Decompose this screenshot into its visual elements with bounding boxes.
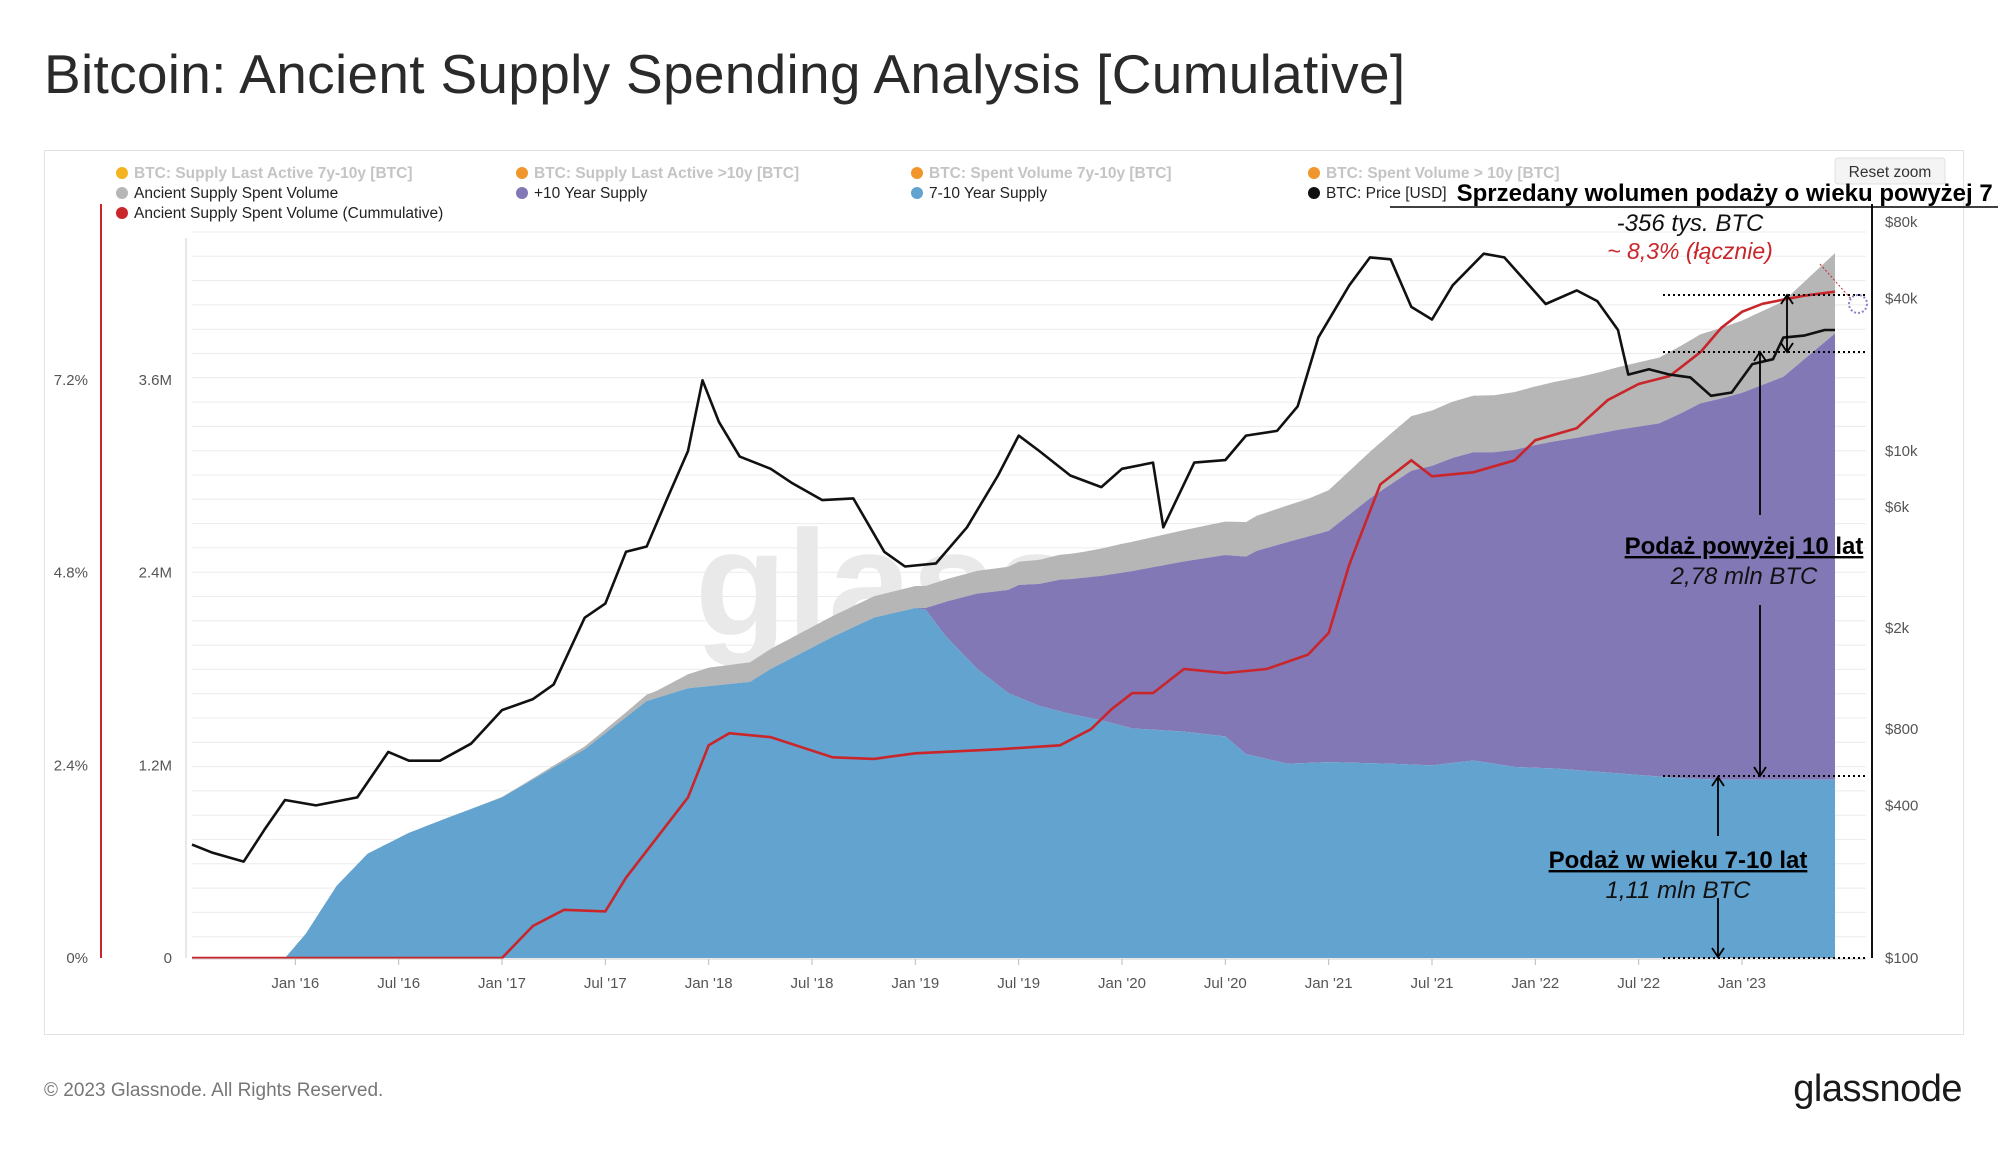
y-price-tick-label: $80k [1885,214,1918,231]
legend-marker [911,167,923,179]
annotation-young-title: Podaż w wieku 7-10 lat [1549,847,1808,874]
annotations: Sprzedany wolumen podaży o wieku powyżej… [1390,180,2000,959]
y-price-tick-label: $400 [1885,797,1918,814]
reset-zoom-label: Reset zoom [1849,164,1932,181]
legend-label: BTC: Supply Last Active 7y-10y [BTC] [134,165,412,182]
y-percent-tick-label: 0% [66,950,88,967]
y-price-tick-label: $40k [1885,290,1918,307]
reset-zoom-button[interactable]: Reset zoom [1834,157,1946,185]
y-supply-tick-label: 0 [164,950,172,967]
legend-marker [116,187,128,199]
x-tick-label: Jan '16 [271,975,319,992]
x-tick-label: Jul '16 [377,975,420,992]
legend-marker [516,167,528,179]
line-series [191,252,1836,960]
x-tick-label: Jan '23 [1718,975,1766,992]
legend-item[interactable]: BTC: Spent Volume > 10y [BTC] [1308,165,1560,182]
chart-frame [44,150,1964,1035]
brand-logo: glassnode [1793,1068,1962,1110]
y-price-tick-label: $6k [1885,499,1910,516]
annotation-top-title: Sprzedany wolumen podaży o wieku powyżej… [1457,180,2000,207]
annotation-old-arrowheads [1753,350,1767,778]
legend-label: BTC: Price [USD] [1326,185,1447,202]
legend-item[interactable]: Ancient Supply Spent Volume [116,185,338,202]
x-tick-label: Jul '19 [997,975,1040,992]
annotation-top-arrowheads [1780,293,1794,354]
page-title: Bitcoin: Ancient Supply Spending Analysi… [44,43,1406,105]
annotation-young-value: 1,11 mln BTC [1606,877,1752,904]
legend-item[interactable]: +10 Year Supply [516,185,648,202]
annotation-pointer [1819,263,1853,301]
y-price-tick-label: $100 [1885,950,1918,967]
legend-item[interactable]: 7-10 Year Supply [911,185,1047,202]
y-supply-tick-label: 2.4M [139,565,172,582]
x-tick-label: Jan '17 [478,975,526,992]
annotation-top-value: -356 tys. BTC [1617,210,1764,237]
annotation-young-arrowheads [1711,775,1725,959]
legend-label: +10 Year Supply [534,185,648,202]
y-percent-tick-label: 2.4% [54,757,88,774]
x-tick-label: Jul '22 [1617,975,1660,992]
annotation-top-pct: ~ 8,3% (łącznie) [1607,238,1773,264]
cumulative-spent-line [192,290,1836,960]
y-percent-tick-label: 4.8% [54,565,88,582]
x-tick-label: Jan '18 [685,975,733,992]
legend-marker [116,167,128,179]
annotation-old-value: 2,78 mln BTC [1670,563,1818,590]
legend[interactable]: BTC: Supply Last Active 7y-10y [BTC] BTC:… [116,165,1560,222]
legend-item[interactable]: Ancient Supply Spent Volume (Cummulative… [116,205,443,222]
x-tick-label: Jan '20 [1098,975,1146,992]
x-tick-label: Jan '22 [1511,975,1559,992]
y-price-tick-label: $2k [1885,620,1910,637]
price-line [191,252,1835,863]
legend-label: BTC: Spent Volume 7y-10y [BTC] [929,165,1172,182]
legend-label: BTC: Supply Last Active >10y [BTC] [534,165,799,182]
legend-marker [1308,167,1320,179]
ten-year-supply-area [915,333,1835,780]
x-tick-label: Jan '21 [1305,975,1353,992]
x-tick-label: Jan '19 [891,975,939,992]
area-series [192,253,1836,958]
legend-item[interactable]: BTC: Price [USD] [1308,185,1447,202]
legend-marker [116,207,128,219]
legend-marker [516,187,528,199]
legend-label: Ancient Supply Spent Volume [134,185,338,202]
legend-label: 7-10 Year Supply [929,185,1047,202]
x-tick-label: Jul '17 [584,975,627,992]
y-supply-tick-label: 1.2M [139,757,172,774]
annotation-old-title: Podaż powyżej 10 lat [1625,533,1864,560]
legend-item[interactable]: BTC: Supply Last Active 7y-10y [BTC] [116,165,412,182]
legend-item[interactable]: BTC: Spent Volume 7y-10y [BTC] [911,165,1172,182]
annotation-highlight-circle [1848,294,1868,314]
legend-label: Ancient Supply Spent Volume (Cummulative… [134,205,443,222]
seven-ten-year-supply-area [192,608,1835,958]
x-tick-label: Jul '21 [1411,975,1454,992]
legend-marker [911,187,923,199]
legend-item[interactable]: BTC: Supply Last Active >10y [BTC] [516,165,799,182]
copyright: © 2023 Glassnode. All Rights Reserved. [44,1080,384,1101]
y-price-tick-label: $800 [1885,721,1918,738]
x-tick-label: Jul '18 [791,975,834,992]
x-tick-label: Jul '20 [1204,975,1247,992]
axes: 0% 2.4% 4.8% 7.2% 0 1.2M 2.4M 3.6M $100 $400 $800 $… [54,204,1918,992]
y-price-tick-label: $10k [1885,443,1918,460]
legend-marker [1308,187,1320,199]
y-supply-tick-label: 3.6M [139,372,172,389]
legend-label: BTC: Spent Volume > 10y [BTC] [1326,165,1560,182]
y-percent-tick-label: 7.2% [54,372,88,389]
